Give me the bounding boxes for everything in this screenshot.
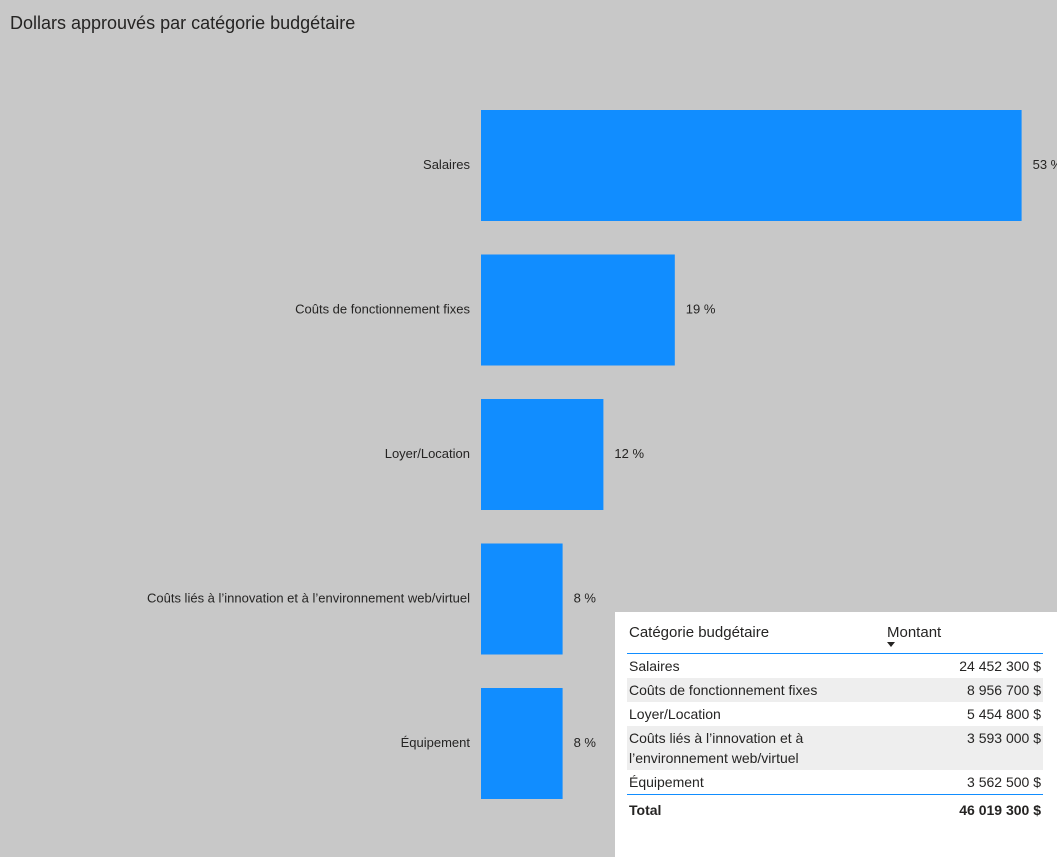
total-label: Total <box>627 794 881 822</box>
table-body: Salaires 24 452 300 $ Coûts de fonctionnem… <box>627 654 1043 822</box>
chart-title: Dollars approuvés par catégorie budgétai… <box>10 13 355 33</box>
table-row: Loyer/Location 5 454 800 $ <box>627 702 1043 726</box>
category-cell: Coûts liés à l’innovation et à l’environ… <box>627 726 881 770</box>
amount-cell: 5 454 800 $ <box>967 706 1041 722</box>
category-label: Coûts liés à l’innovation et à l’environ… <box>147 590 470 605</box>
table-row: Coûts de fonctionnement fixes 8 956 700 $ <box>627 678 1043 702</box>
data-label: 8 % <box>574 735 597 750</box>
category-label: Loyer/Location <box>385 446 470 461</box>
column-header[interactable]: Montant <box>881 622 1043 654</box>
table-row: Salaires 24 452 300 $ <box>627 654 1043 679</box>
amount-cell: 8 956 700 $ <box>881 678 1043 702</box>
column-header-text: Montant <box>887 624 942 641</box>
amount-cell: 3 562 500 $ <box>967 774 1041 790</box>
category-label: Salaires <box>423 157 470 172</box>
table: Catégorie budgétaire Montant Salaires 24 … <box>627 622 1043 822</box>
data-label: 19 % <box>686 301 716 316</box>
bar <box>481 399 604 510</box>
column-header[interactable]: Catégorie budgétaire <box>627 622 881 654</box>
category-cell: Loyer/Location <box>629 706 721 722</box>
data-label: 53 % <box>1033 157 1057 172</box>
bar <box>481 110 1022 221</box>
bar <box>481 254 675 366</box>
data-label: 8 % <box>574 590 597 605</box>
total-row: Total 46 019 300 $ <box>627 794 1043 822</box>
header-row: Catégorie budgétaire Montant <box>627 622 1043 654</box>
data-label: 12 % <box>614 446 644 461</box>
amount-cell: 24 452 300 $ <box>959 658 1041 674</box>
bar <box>481 688 563 799</box>
bar <box>481 543 563 655</box>
category-label: Équipement <box>401 735 471 750</box>
category-cell: Salaires <box>629 658 680 674</box>
category-cell: Coûts de fonctionnement fixes <box>627 678 881 702</box>
amount-cell: 3 593 000 $ <box>881 726 1043 770</box>
table-row: Coûts liés à l’innovation et à l’environ… <box>627 726 1043 770</box>
category-label: Coûts de fonctionnement fixes <box>295 301 470 316</box>
table-visual: Catégorie budgétaire Montant Salaires 24 … <box>615 612 1057 857</box>
category-cell: Équipement <box>629 774 704 790</box>
total-amount: 46 019 300 $ <box>881 794 1043 822</box>
table-row: Équipement 3 562 500 $ <box>627 770 1043 795</box>
sort-arrow <box>887 642 895 647</box>
